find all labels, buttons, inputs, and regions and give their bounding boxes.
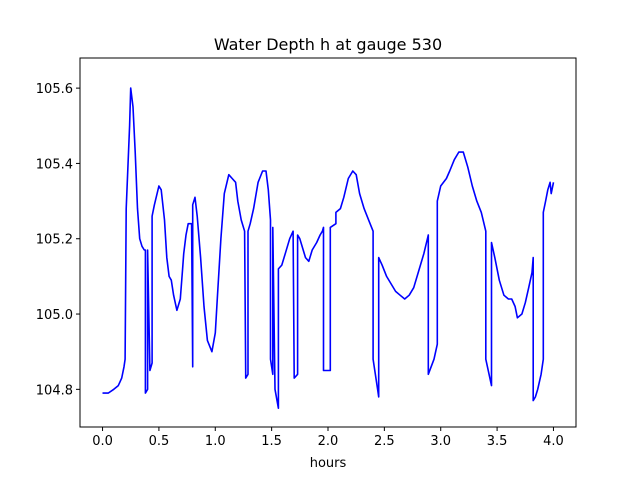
x-tick-label: 0.0 <box>92 434 113 449</box>
y-tick-label: 105.2 <box>36 233 73 248</box>
x-tick-label: 3.5 <box>487 434 508 449</box>
x-tick-label: 1.0 <box>205 434 226 449</box>
x-tick-label: 3.0 <box>430 434 451 449</box>
y-tick-label: 104.8 <box>36 383 73 398</box>
chart-title: Water Depth h at gauge 530 <box>214 35 442 54</box>
x-tick-label: 1.5 <box>261 434 282 449</box>
y-tick-label: 105.0 <box>36 308 73 323</box>
plot-frame <box>79 57 577 428</box>
y-tick-label: 105.6 <box>36 82 73 97</box>
y-tick-label: 105.4 <box>36 157 73 172</box>
plot-area: 0.0 0.5 1.0 1.5 2.0 2.5 3.0 3.5 4.0 104.8 105.0 105… <box>36 57 577 449</box>
series-line-0 <box>102 87 555 410</box>
x-tick-label: 2.5 <box>374 434 395 449</box>
x-tick-label: 2.0 <box>318 434 339 449</box>
x-tick-label: 0.5 <box>149 434 170 449</box>
x-axis-label: hours <box>310 456 347 471</box>
x-tick-label: 4.0 <box>543 434 564 449</box>
